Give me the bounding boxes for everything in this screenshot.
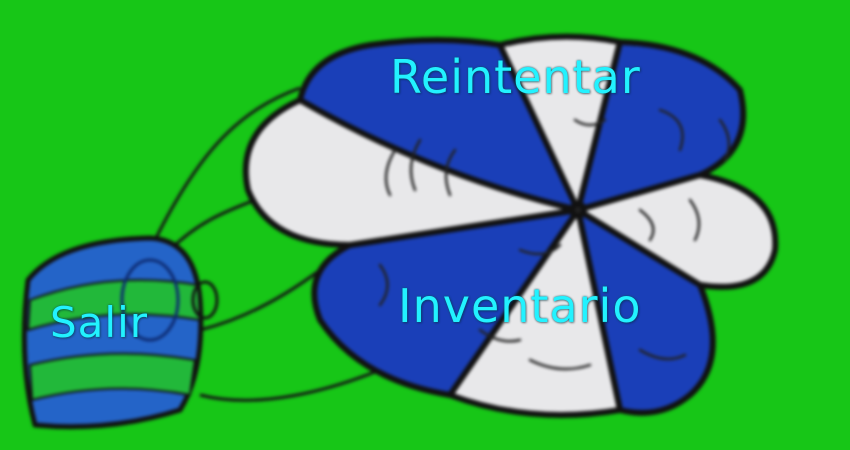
inventory-button[interactable]: Inventario bbox=[398, 279, 642, 333]
retry-button[interactable]: Reintentar bbox=[390, 50, 641, 104]
parachute-pack bbox=[21, 235, 219, 430]
canopy-wrinkles bbox=[378, 108, 731, 371]
exit-button[interactable]: Salir bbox=[50, 298, 149, 347]
parachute-canopy bbox=[242, 33, 779, 418]
ropes bbox=[153, 86, 381, 402]
